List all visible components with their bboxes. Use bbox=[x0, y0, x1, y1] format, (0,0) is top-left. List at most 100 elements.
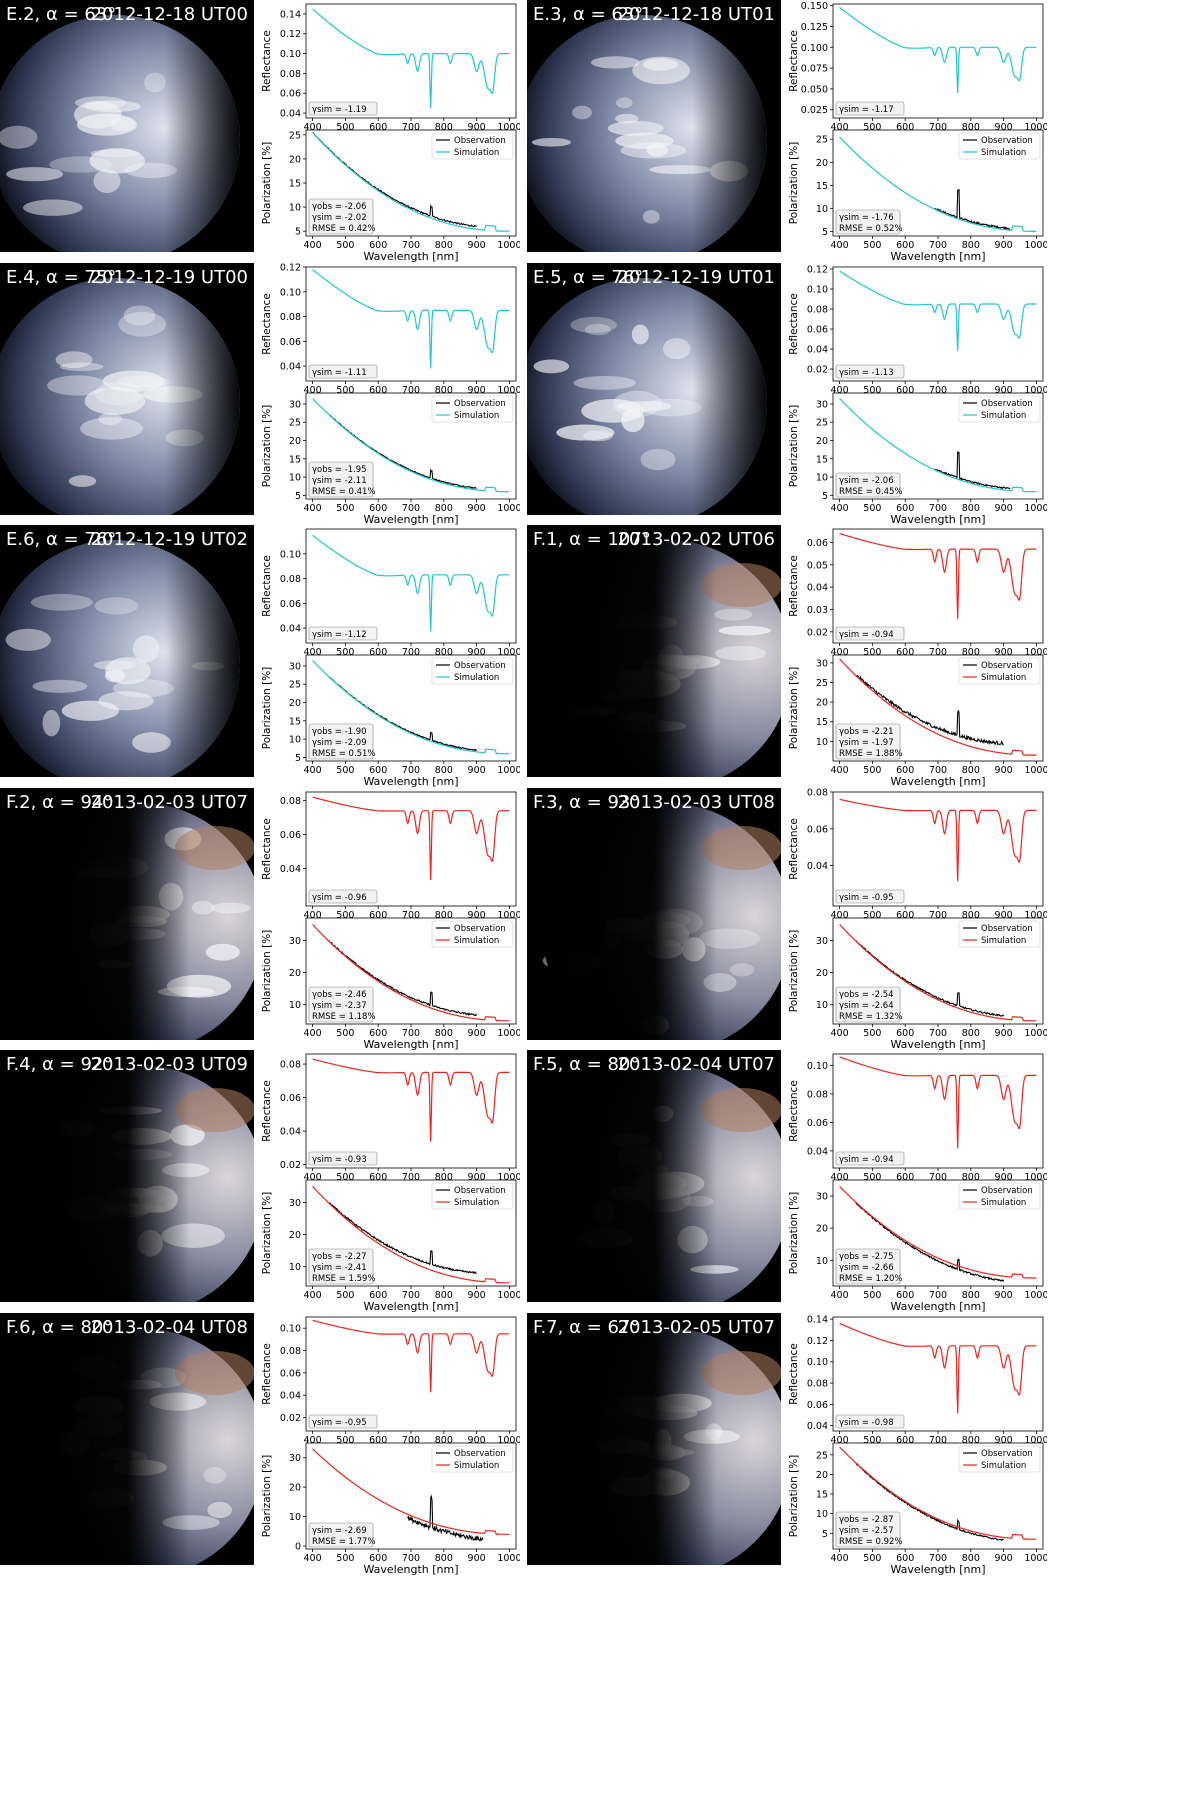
x-tick-label: 400 bbox=[303, 1553, 321, 1564]
x-tick-label: 700 bbox=[402, 1028, 420, 1039]
spectra-plots: 400 500 600 700 800 900 1000 0.04 0.06 0.08 0.10 0.… bbox=[258, 262, 522, 526]
stats-line: γobs = -2.87 bbox=[839, 1515, 894, 1525]
reflectance-gamma-box: γsim = -0.98 bbox=[835, 1414, 905, 1428]
y-tick-label: 30 bbox=[816, 399, 828, 410]
x-tick-label: 400 bbox=[830, 1553, 848, 1564]
y-tick-label: 0.04 bbox=[280, 361, 301, 372]
y-tick-label: 0.10 bbox=[280, 549, 301, 560]
y-tick-label: 20 bbox=[289, 968, 301, 979]
x-tick-label: 900 bbox=[995, 647, 1013, 658]
panel-label: E.5, α = 76° bbox=[533, 266, 644, 288]
x-tick-label: 700 bbox=[402, 1290, 420, 1301]
x-tick-label: 600 bbox=[896, 122, 914, 133]
x-tick-label: 1000 bbox=[497, 1553, 520, 1564]
x-tick-label: 500 bbox=[336, 1435, 354, 1446]
x-tick-label: 600 bbox=[369, 503, 387, 514]
x-axis-label: Wavelength [nm] bbox=[890, 250, 985, 263]
x-tick-label: 700 bbox=[929, 1435, 947, 1446]
x-tick-label: 600 bbox=[896, 503, 914, 514]
x-tick-label: 800 bbox=[435, 765, 453, 776]
spectra-plots: 400 500 600 700 800 900 1000 0.04 0.06 0.08 0.10 Re… bbox=[258, 525, 522, 788]
x-tick-label: 400 bbox=[303, 765, 321, 776]
x-tick-label: 800 bbox=[435, 122, 453, 133]
x-tick-label: 500 bbox=[863, 1290, 881, 1301]
x-tick-label: 700 bbox=[402, 1172, 420, 1183]
earth-image: F.2, α = 94° 2013-02-03 UT07 bbox=[0, 787, 254, 1040]
x-tick-label: 400 bbox=[830, 647, 848, 658]
x-tick-label: 900 bbox=[995, 1435, 1013, 1446]
earth-image: E.6, α = 76° 2012-12-19 UT02 bbox=[0, 525, 254, 777]
legend-sim-label: Simulation bbox=[454, 148, 499, 158]
legend-sim-label: Simulation bbox=[454, 1198, 499, 1208]
y-tick-label: 20 bbox=[289, 1482, 301, 1493]
reflectance-gamma-box: γsim = -1.12 bbox=[308, 626, 378, 641]
earth-image: F.3, α = 93° 2013-02-03 UT08 bbox=[527, 787, 781, 1040]
x-tick-label: 800 bbox=[962, 503, 980, 514]
y-tick-label: 0.08 bbox=[280, 1346, 301, 1357]
x-tick-label: 500 bbox=[336, 385, 354, 396]
x-tick-label: 700 bbox=[402, 385, 420, 396]
legend-sim-label: Simulation bbox=[454, 1461, 499, 1471]
terminator-shade bbox=[542, 1327, 781, 1565]
y-tick-label: 25 bbox=[289, 680, 301, 691]
reflectance-sim-line bbox=[312, 1319, 510, 1392]
spectra-plots: 400 500 600 700 800 900 1000 0.04 0.06 0.08 Reflec… bbox=[785, 787, 1049, 1051]
polarization-ylabel: Polarization [%] bbox=[788, 929, 800, 1012]
reflectance-axes-frame bbox=[305, 266, 517, 381]
gamma-sim-text: γsim = -0.95 bbox=[839, 893, 894, 903]
x-tick-label: 500 bbox=[863, 1435, 881, 1446]
y-tick-label: 0.06 bbox=[280, 1093, 301, 1104]
earth-image: E.5, α = 76° 2012-12-19 UT01 bbox=[527, 262, 781, 515]
spectra-plots: 400 500 600 700 800 900 1000 0.04 0.06 0.08 0.10 Re… bbox=[785, 1050, 1049, 1313]
x-tick-label: 600 bbox=[896, 1553, 914, 1564]
x-tick-label: 1000 bbox=[497, 910, 520, 921]
x-tick-label: 800 bbox=[435, 240, 453, 251]
y-tick-label: 0.02 bbox=[807, 627, 828, 638]
earth-image: F.1, α = 107° 2013-02-02 UT06 bbox=[527, 525, 781, 777]
y-tick-label: 0.06 bbox=[807, 1118, 828, 1129]
reflectance-axes-frame bbox=[305, 528, 517, 644]
stats-line: RMSE = 0.52% bbox=[839, 224, 903, 234]
panel-timestamp: 2013-02-02 UT06 bbox=[617, 529, 775, 550]
reflectance-ylabel: Reflectance bbox=[788, 818, 800, 880]
gamma-sim-text: γsim = -1.12 bbox=[312, 630, 367, 640]
y-tick-label: 0.06 bbox=[280, 599, 301, 610]
reflectance-sim-line bbox=[312, 796, 510, 880]
x-tick-label: 700 bbox=[402, 910, 420, 921]
y-tick-label: 15 bbox=[816, 1489, 828, 1500]
y-tick-label: 0.025 bbox=[801, 105, 828, 116]
y-tick-label: 15 bbox=[289, 179, 301, 190]
stats-line: RMSE = 0.45% bbox=[839, 487, 903, 497]
y-tick-label: 0.06 bbox=[280, 830, 301, 841]
legend: Observation Simulation bbox=[958, 920, 1041, 947]
reflectance-axes-frame bbox=[832, 528, 1044, 644]
x-tick-label: 500 bbox=[863, 1172, 881, 1183]
y-tick-label: 15 bbox=[816, 181, 828, 192]
reflectance-gamma-box: γsim = -0.93 bbox=[308, 1151, 378, 1166]
reflectance-ylabel: Reflectance bbox=[261, 555, 273, 617]
gamma-sim-text: γsim = -0.98 bbox=[839, 1418, 894, 1428]
y-tick-label: 25 bbox=[289, 130, 301, 141]
x-tick-label: 600 bbox=[369, 1290, 387, 1301]
y-tick-label: 0.08 bbox=[807, 304, 828, 315]
y-tick-label: 30 bbox=[816, 935, 828, 946]
reflectance-axes-frame bbox=[305, 791, 517, 906]
y-tick-label: 0.10 bbox=[280, 49, 301, 60]
panel-timestamp: 2013-02-05 UT07 bbox=[617, 1316, 775, 1338]
reflectance-sim-line bbox=[312, 1058, 510, 1142]
y-tick-label: 0.04 bbox=[807, 344, 828, 355]
y-tick-label: 0.08 bbox=[280, 1060, 301, 1071]
polarization-sim-line bbox=[312, 397, 510, 492]
x-tick-label: 400 bbox=[830, 765, 848, 776]
terminator-shade bbox=[527, 277, 767, 515]
spectra-plots: 400 500 600 700 800 900 1000 0.02 0.04 0.06 0.08 0.… bbox=[258, 1313, 522, 1576]
x-tick-label: 500 bbox=[336, 503, 354, 514]
spectra-plots: 400 500 600 700 800 900 1000 0.04 0.06 0.08 0.10 0.… bbox=[785, 1313, 1049, 1575]
legend: Observation Simulation bbox=[958, 395, 1041, 422]
stats-line: RMSE = 1.88% bbox=[839, 749, 903, 759]
y-tick-label: 0.06 bbox=[807, 538, 828, 549]
x-tick-label: 900 bbox=[995, 1553, 1013, 1564]
stats-line: γobs = -2.27 bbox=[312, 1252, 367, 1262]
